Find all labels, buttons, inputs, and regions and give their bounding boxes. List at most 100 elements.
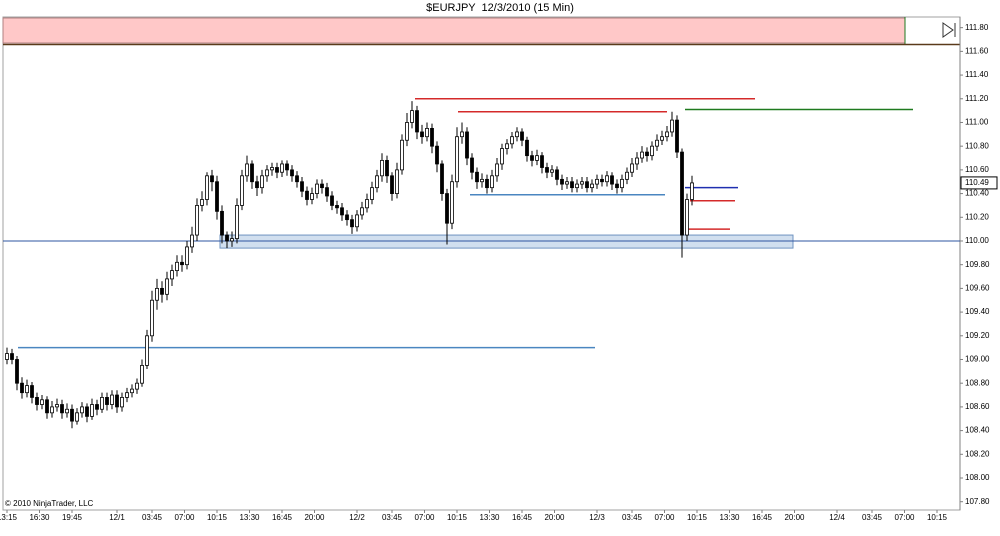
y-tick-label: 111.40: [965, 70, 989, 79]
x-tick-label: 03:45: [622, 513, 643, 522]
candle-body: [215, 181, 219, 212]
candle-body: [650, 145, 654, 157]
candle-body: [645, 151, 649, 157]
candle-body: [275, 167, 279, 173]
candle-body: [465, 131, 469, 159]
play-icon[interactable]: [942, 22, 956, 38]
x-tick-label: 12/2: [349, 513, 365, 522]
candle-body: [530, 155, 534, 161]
play-triangle[interactable]: [942, 22, 954, 38]
candle-body: [285, 163, 289, 171]
candle-body: [400, 139, 404, 171]
candle-body: [510, 136, 514, 145]
x-tick-label: 10:15: [447, 513, 468, 522]
candle-body: [120, 397, 124, 408]
candle-body: [690, 182, 694, 200]
candle-body: [75, 412, 79, 422]
candle-body: [40, 399, 44, 405]
x-tick-label: 13:30: [479, 513, 500, 522]
x-tick-label: 16:45: [512, 513, 533, 522]
candle-body: [205, 175, 209, 200]
candle-body: [365, 199, 369, 209]
candle-body: [420, 131, 424, 138]
candle-body: [315, 183, 319, 194]
candle-body: [410, 110, 414, 123]
candle-body: [140, 365, 144, 384]
x-tick-label: 13:30: [239, 513, 260, 522]
candle-body: [80, 406, 84, 414]
candle-body: [580, 181, 584, 185]
candle-body: [615, 183, 619, 189]
candle-body: [60, 404, 64, 414]
candle-body: [665, 131, 669, 138]
candle-body: [565, 181, 569, 185]
candle-body: [35, 397, 39, 405]
candle-body: [390, 175, 394, 194]
candle-body: [450, 181, 454, 224]
y-tick-label: 110.40: [965, 189, 989, 198]
candle-body: [355, 214, 359, 228]
candle-body: [175, 261, 179, 272]
candle-body: [440, 163, 444, 194]
candle-body: [95, 404, 99, 410]
y-tick-label: 108.00: [965, 473, 990, 482]
candle-body: [635, 157, 639, 165]
candle-body: [270, 167, 274, 171]
y-tick-label: 109.00: [965, 355, 990, 364]
candle-body: [680, 151, 684, 236]
candle-body: [235, 205, 239, 240]
candle-body: [570, 181, 574, 189]
last-price-box: [960, 176, 998, 190]
candle-body: [575, 183, 579, 189]
candle-body: [670, 119, 674, 133]
candle-body: [585, 181, 589, 189]
x-tick-label: 07:00: [174, 513, 195, 522]
candle-body: [165, 278, 169, 295]
candle-body: [240, 175, 244, 206]
candle-body: [360, 207, 364, 216]
candle-body: [500, 148, 504, 165]
candle-body: [310, 193, 314, 200]
candle-body: [100, 397, 104, 410]
candle-body: [540, 155, 544, 168]
candle-body: [305, 190, 309, 200]
x-tick-label: 12/1: [109, 513, 125, 522]
candle-body: [460, 131, 464, 138]
candle-body: [125, 392, 129, 398]
candle-body: [480, 178, 484, 183]
y-tick-label: 111.60: [965, 46, 989, 55]
candle-body: [45, 399, 49, 414]
candle-body: [370, 187, 374, 200]
candle-body: [225, 234, 229, 242]
candle-body: [600, 178, 604, 183]
x-tick-label: 13:30: [719, 513, 740, 522]
candle-body: [655, 139, 659, 147]
candle-body: [265, 169, 269, 177]
candle-body: [325, 187, 329, 197]
y-tick-label: 109.80: [965, 260, 990, 269]
candle-body: [595, 178, 599, 185]
x-tick-label: 12/4: [829, 513, 845, 522]
x-tick-label: 03:45: [382, 513, 403, 522]
candle-body: [545, 167, 549, 173]
candle-body: [395, 169, 399, 194]
candle-body: [475, 171, 479, 183]
x-tick-label: 20:00: [784, 513, 805, 522]
candle-body: [15, 359, 19, 384]
candle-body: [380, 159, 384, 177]
candle-body: [430, 127, 434, 147]
y-tick-label: 108.60: [965, 402, 990, 411]
candle-body: [135, 382, 139, 390]
y-tick-label: 108.80: [965, 378, 990, 387]
candle-body: [20, 382, 24, 394]
x-tick-label: 07:00: [414, 513, 435, 522]
candle-body: [405, 122, 409, 141]
candle-body: [660, 136, 664, 141]
candle-body: [280, 163, 284, 173]
candle-body: [505, 143, 509, 149]
candle-body: [675, 119, 679, 153]
candle-body: [170, 270, 174, 280]
